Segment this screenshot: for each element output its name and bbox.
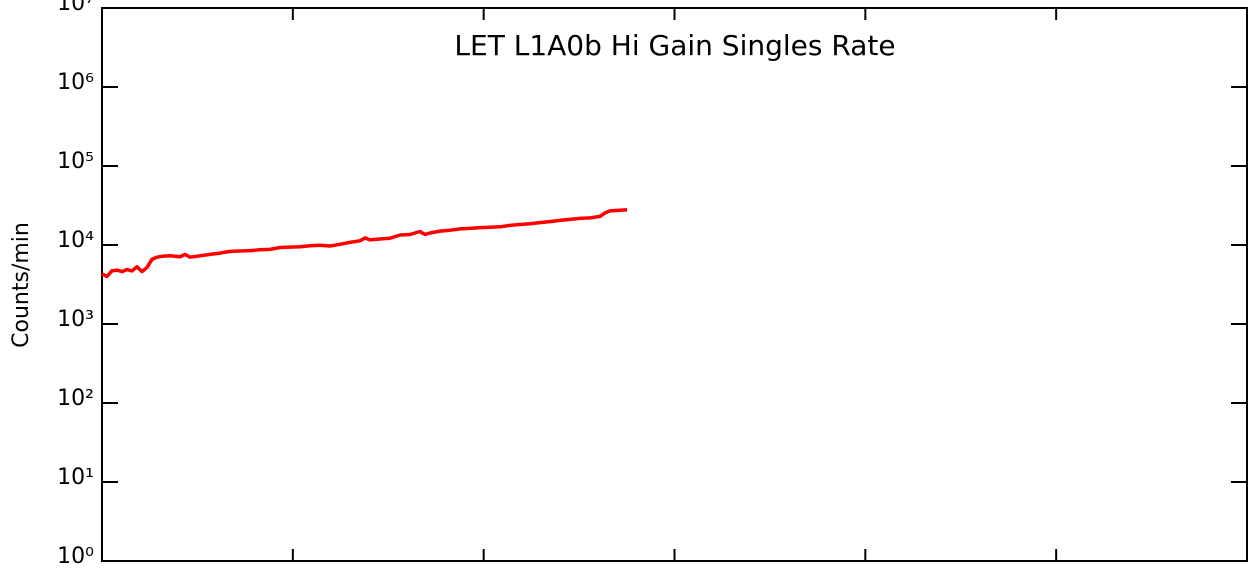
- y-tick-label: 10⁶: [57, 70, 94, 95]
- y-axis-label: Counts/min: [9, 222, 34, 348]
- y-tick-label: 10⁷: [57, 0, 94, 16]
- plot-frame: [101, 7, 1248, 562]
- y-tick-label: 10⁵: [57, 149, 94, 174]
- y-tick-label: 10³: [57, 307, 94, 332]
- y-tick-label: 10²: [57, 386, 94, 411]
- y-tick-label: 10¹: [57, 465, 94, 490]
- y-tick-label: 10⁴: [57, 228, 94, 253]
- chart-title: LET L1A0b Hi Gain Singles Rate: [454, 29, 895, 62]
- y-tick-label: 10⁰: [57, 544, 94, 569]
- data-line: [101, 207, 628, 279]
